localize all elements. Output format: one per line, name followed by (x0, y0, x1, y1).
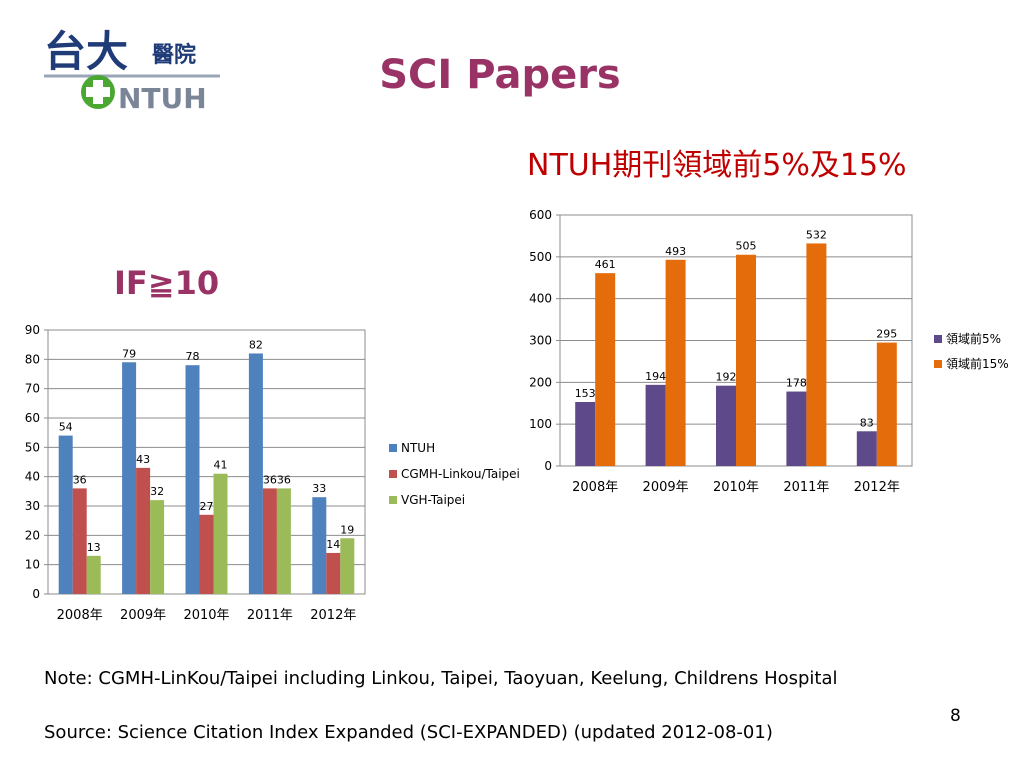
data-label: 36 (73, 473, 87, 486)
y-tick-label: 20 (25, 528, 40, 542)
slide-title: SCI Papers (379, 52, 621, 98)
legend-swatch (934, 335, 942, 343)
bar-ntuh-2 (122, 362, 137, 594)
data-label: 532 (806, 228, 827, 241)
legend-label: CGMH-Linkou/Taipei (401, 467, 520, 481)
bar-ntuh-3 (185, 365, 200, 594)
data-label: 14 (326, 538, 340, 551)
y-tick-label: 200 (529, 375, 552, 389)
data-label: 295 (876, 328, 897, 341)
data-label: 192 (716, 371, 737, 384)
bar-15-3 (736, 254, 756, 466)
bar-cgmh-linkou-taipei-3 (199, 514, 214, 594)
legend-label: 領域前15% (946, 356, 1009, 371)
bar-15-2 (665, 259, 686, 466)
y-tick-label: 70 (25, 382, 40, 396)
data-label: 505 (736, 240, 757, 253)
data-label: 178 (786, 377, 807, 390)
data-label: 19 (340, 523, 354, 536)
left-chart-title: IF≧10 (114, 264, 220, 302)
y-tick-label: 600 (529, 208, 552, 222)
y-tick-label: 10 (25, 558, 40, 572)
legend-swatch (389, 470, 397, 478)
data-label: 41 (214, 459, 228, 472)
x-tick-label: 2011年 (247, 608, 293, 623)
data-label: 79 (122, 347, 136, 360)
logo-text-cn-large: 台大 (44, 27, 128, 76)
y-tick-label: 500 (529, 250, 552, 264)
bar-15-1 (595, 273, 616, 466)
x-tick-label: 2008年 (57, 608, 103, 623)
bar-cgmh-linkou-taipei-5 (326, 552, 341, 594)
page-number: 8 (950, 706, 961, 726)
y-tick-label: 50 (25, 440, 40, 454)
bar-15-5 (876, 342, 897, 466)
bar-vgh-taipei-1 (86, 555, 101, 594)
y-tick-label: 40 (25, 470, 40, 484)
y-tick-label: 30 (25, 499, 40, 513)
ntuh-logo: 台大 醫院 NTUH (44, 27, 220, 115)
legend-label: NTUH (401, 441, 435, 455)
data-label: 78 (186, 350, 200, 363)
data-label: 461 (595, 258, 616, 271)
x-tick-label: 2008年 (572, 480, 618, 495)
bar-5-5 (856, 431, 877, 466)
data-label: 194 (645, 370, 666, 383)
x-tick-label: 2010年 (713, 480, 759, 495)
data-label: 83 (860, 416, 874, 429)
data-label: 153 (575, 387, 596, 400)
logo-text-cn-small: 醫院 (152, 42, 196, 68)
data-label: 32 (150, 485, 164, 498)
x-tick-label: 2009年 (643, 480, 689, 495)
x-tick-label: 2012年 (310, 608, 356, 623)
bar-cgmh-linkou-taipei-1 (72, 488, 87, 594)
data-label: 36 (277, 473, 291, 486)
data-label: 82 (249, 338, 263, 351)
y-tick-label: 0 (32, 587, 40, 601)
data-label: 43 (136, 453, 150, 466)
bar-15-4 (806, 243, 827, 466)
legend-swatch (934, 360, 942, 368)
x-tick-label: 2009年 (120, 608, 166, 623)
bar-5-2 (645, 384, 666, 466)
data-label: 36 (263, 473, 277, 486)
data-label: 54 (59, 421, 73, 434)
bar-vgh-taipei-5 (340, 538, 355, 594)
data-label: 27 (200, 500, 214, 513)
legend-label: 領域前5% (946, 331, 1001, 346)
data-label: 33 (312, 482, 326, 495)
bar-vgh-taipei-3 (213, 473, 228, 594)
legend-swatch (389, 444, 397, 452)
logo-text-en: NTUH (118, 82, 207, 115)
y-tick-label: 80 (25, 352, 40, 366)
bar-vgh-taipei-2 (150, 500, 165, 594)
bar-ntuh-1 (58, 435, 73, 594)
right-chart-title: NTUH期刊領域前5%及15% (527, 148, 907, 183)
y-tick-label: 90 (25, 323, 40, 337)
data-label: 493 (665, 245, 686, 258)
bar-cgmh-linkou-taipei-2 (136, 467, 151, 594)
y-tick-label: 0 (544, 459, 552, 473)
x-tick-label: 2012年 (854, 480, 900, 495)
y-tick-label: 100 (529, 417, 552, 431)
data-label: 13 (87, 541, 101, 554)
bar-ntuh-5 (312, 497, 327, 594)
y-tick-label: 300 (529, 334, 552, 348)
source-text: Source: Science Citation Index Expanded … (44, 722, 773, 743)
bar-5-3 (716, 385, 736, 466)
note-text: Note: CGMH-LinKou/Taipei including Linko… (44, 668, 838, 689)
bar-5-4 (786, 391, 807, 466)
legend-swatch (389, 496, 397, 504)
bar-cgmh-linkou-taipei-4 (262, 488, 277, 594)
x-tick-label: 2010年 (183, 608, 229, 623)
y-tick-label: 400 (529, 292, 552, 306)
bar-vgh-taipei-4 (276, 488, 291, 594)
x-tick-label: 2011年 (783, 480, 829, 495)
bar-5-1 (575, 401, 596, 466)
bar-ntuh-4 (248, 353, 263, 594)
y-tick-label: 60 (25, 411, 40, 425)
legend-label: VGH-Taipei (401, 493, 465, 507)
